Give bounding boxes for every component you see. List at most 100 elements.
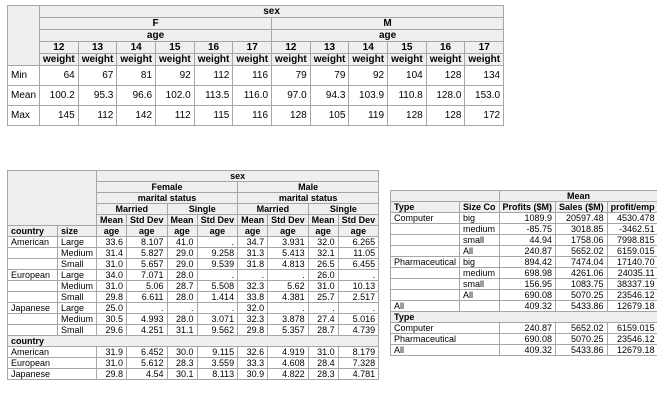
data-row: Small 31.0 5.657 29.0 9.539 31.8 4.813 26.5 6.45… xyxy=(7,258,380,270)
value-cell: 34.7 xyxy=(237,236,269,248)
value-cell: 29.0 xyxy=(166,258,198,270)
type-cell xyxy=(389,267,461,279)
value-cell: 96.6 xyxy=(116,85,157,106)
value-cell: 134 xyxy=(464,65,505,86)
value-cell: 28.3 xyxy=(307,368,339,380)
header-row: Married Single Married Single xyxy=(8,203,380,215)
value-cell: 23546.12 xyxy=(606,289,657,301)
value-cell: 3.559 xyxy=(196,357,239,369)
size-cell: Small xyxy=(56,258,98,270)
value-cell: . xyxy=(196,302,239,314)
value-cell: 4.608 xyxy=(267,357,309,369)
age-by-sex-marital-table: sex Female Male marital status marital statu… xyxy=(6,170,380,380)
value-cell: 32.0 xyxy=(307,236,339,248)
data-row: Pharmaceutical 690.08 5070.25 23546.12 xyxy=(390,333,657,345)
stat-header: Std Dev xyxy=(196,214,239,226)
value-cell: 29.8 xyxy=(96,368,128,380)
age-measure-header: age xyxy=(126,225,168,237)
type-cell xyxy=(389,245,461,257)
data-row: medium -85.75 3018.85 -3462.51 xyxy=(389,223,657,235)
value-cell: 8.179 xyxy=(337,346,380,358)
age-value-header: 15 xyxy=(155,41,195,54)
value-cell: 6159.015 xyxy=(606,245,657,257)
value-cell: 8.107 xyxy=(126,236,168,248)
value-cell: 33.3 xyxy=(237,357,269,369)
value-cell: 4.54 xyxy=(126,368,168,380)
value-cell: 95.3 xyxy=(77,85,118,106)
age-measure-header: age xyxy=(166,225,198,237)
data-row: All 409.32 5433.86 12679.18 xyxy=(389,300,657,312)
value-cell: 5070.25 xyxy=(555,333,608,345)
value-cell: 92 xyxy=(348,65,389,86)
country-cell xyxy=(7,313,58,325)
value-cell: 29.6 xyxy=(96,324,128,336)
value-cell: 7.071 xyxy=(126,269,168,281)
corner-cell xyxy=(390,190,500,202)
section-header-row: country xyxy=(6,335,380,347)
age-value-header: 13 xyxy=(309,41,350,54)
value-cell: 112 xyxy=(77,105,118,126)
sizeco-cell: big xyxy=(459,256,500,268)
value-cell: 5.612 xyxy=(126,357,168,369)
value-cell: 5070.25 xyxy=(555,289,608,301)
measure-column-header: Sales ($M) xyxy=(555,201,608,213)
measure-header: weight xyxy=(348,53,389,66)
value-cell: 29.8 xyxy=(96,291,128,303)
value-cell: 3.071 xyxy=(196,313,239,325)
value-cell: 11.05 xyxy=(337,247,380,259)
value-cell: 33.8 xyxy=(237,291,269,303)
value-cell: 27.4 xyxy=(307,313,339,325)
size-cell: Large xyxy=(56,302,98,314)
type-column-header: Type xyxy=(389,201,461,213)
value-cell: 41.0 xyxy=(166,236,198,248)
data-row: Min 64 67 81 92 112 116 79 79 92 104 128 134 xyxy=(6,65,505,86)
country-cell xyxy=(7,291,58,303)
value-cell: 31.8 xyxy=(237,258,269,270)
value-cell: 119 xyxy=(348,105,389,126)
value-cell: 5433.86 xyxy=(555,344,608,356)
value-cell: 110.8 xyxy=(387,85,427,106)
age-measure-header: age xyxy=(237,225,269,237)
value-cell: 156.95 xyxy=(498,278,557,290)
value-cell: 31.0 xyxy=(307,280,339,292)
marital-group-header: Married xyxy=(237,203,309,215)
value-cell: 116 xyxy=(232,105,273,126)
value-cell: 6.611 xyxy=(126,291,168,303)
value-cell: 23546.12 xyxy=(606,333,657,345)
size-cell: Large xyxy=(56,269,98,281)
age-value-header: 12 xyxy=(271,41,311,54)
value-cell: 128.0 xyxy=(425,85,466,106)
value-cell: 128 xyxy=(425,105,466,126)
value-cell: 4261.06 xyxy=(555,267,608,279)
value-cell: 24035.11 xyxy=(606,267,657,279)
value-cell: 698.98 xyxy=(498,267,557,279)
value-cell: 4.813 xyxy=(267,258,309,270)
value-cell: 6.455 xyxy=(337,258,380,270)
value-cell: 894.42 xyxy=(498,256,557,268)
age-measure-header: age xyxy=(267,225,309,237)
value-cell: 44.94 xyxy=(498,234,557,246)
value-cell: 128 xyxy=(271,105,311,126)
size-column-header: size xyxy=(56,225,98,237)
value-cell: 128 xyxy=(387,105,427,126)
value-cell: . xyxy=(196,236,239,248)
measure-header: weight xyxy=(387,53,427,66)
header-row: country size age age age age age age age age xyxy=(7,225,380,237)
value-cell: 28.0 xyxy=(166,291,198,303)
value-cell: 20597.48 xyxy=(555,212,608,224)
size-cell: Medium xyxy=(56,280,98,292)
value-cell: 29.8 xyxy=(237,324,269,336)
value-cell: 12679.18 xyxy=(606,344,657,356)
value-cell: 4.381 xyxy=(267,291,309,303)
sizeco-cell: small xyxy=(459,278,500,290)
value-cell: . xyxy=(166,302,198,314)
value-cell: 7474.04 xyxy=(555,256,608,268)
type-cell xyxy=(389,223,461,235)
age-value-header: 16 xyxy=(193,41,234,54)
data-row: Medium 30.5 4.993 28.0 3.071 32.3 3.878 27.4 5.0… xyxy=(7,313,380,325)
measure-column-header: profit/emp xyxy=(606,201,657,213)
type-cell: Computer xyxy=(390,322,500,334)
stat-header: Std Dev xyxy=(126,214,168,226)
